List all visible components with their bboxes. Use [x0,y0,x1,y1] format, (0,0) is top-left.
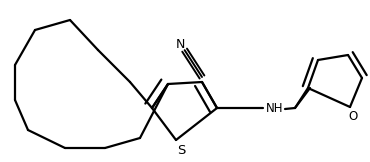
Text: N: N [176,38,185,51]
Text: O: O [349,110,358,122]
Text: S: S [177,144,185,156]
Text: NH: NH [266,103,284,116]
